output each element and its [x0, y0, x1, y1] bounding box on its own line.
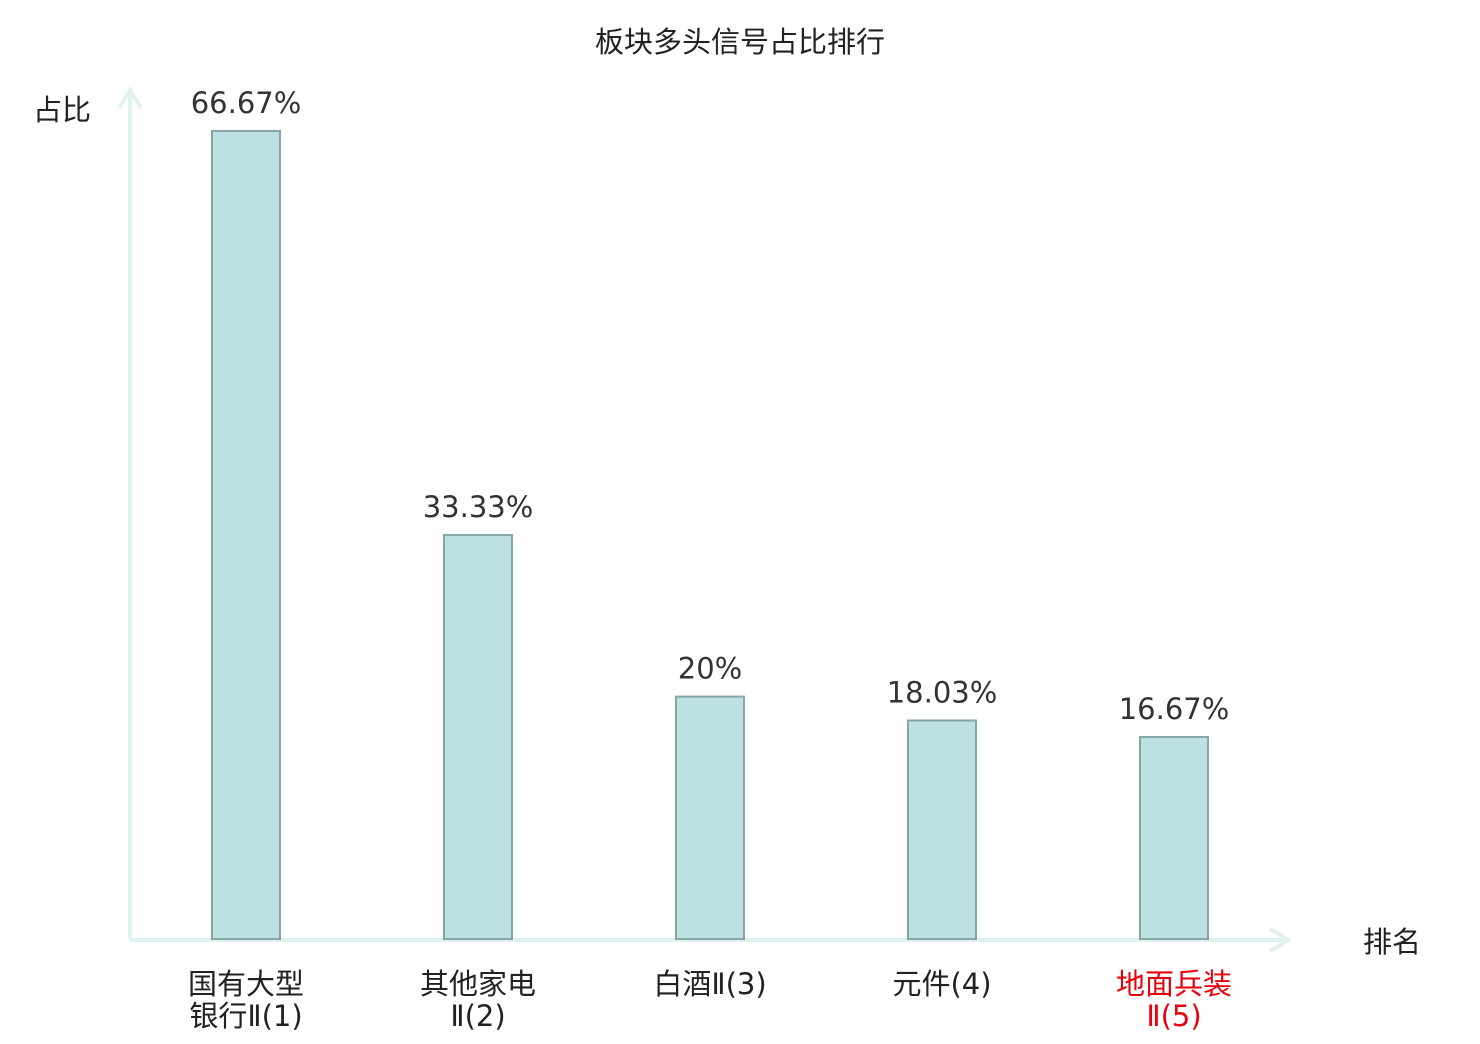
bar-1 [211, 130, 281, 940]
value-label-3: 20% [678, 652, 742, 686]
chart-title: 板块多头信号占比排行 [595, 25, 885, 59]
value-label-4: 18.03% [887, 675, 998, 709]
value-label-1: 66.67% [191, 86, 302, 120]
x-axis-label: 排名 [1363, 925, 1421, 959]
bar-2 [443, 534, 513, 940]
category-label-2-line-1: 其他家电 [420, 967, 536, 1001]
bars-group [211, 130, 1209, 941]
y-axis-label: 占比 [33, 93, 91, 127]
bar-3 [675, 695, 745, 940]
value-labels-group: 66.67% 33.33% 20% 18.03% 16.67% [191, 86, 1230, 726]
bar-5 [1139, 735, 1209, 941]
category-label-4-line-1: 元件(4) [892, 967, 991, 1001]
value-label-5: 16.67% [1119, 692, 1230, 726]
y-axis-arrow [117, 86, 143, 110]
bar-4 [907, 719, 977, 940]
category-label-3-line-1: 白酒Ⅱ(3) [653, 967, 766, 1001]
x-axis-arrow [1268, 927, 1292, 953]
category-label-1-line-1: 国有大型 [188, 967, 304, 1001]
category-label-5-line-2: Ⅱ(5) [1146, 999, 1201, 1033]
category-label-2-line-2: Ⅱ(2) [450, 999, 505, 1033]
value-label-2: 33.33% [423, 490, 534, 524]
category-label-1-line-2: 银行Ⅱ(1) [189, 999, 302, 1033]
axes [117, 86, 1292, 953]
category-label-5-line-1: 地面兵装 [1116, 967, 1232, 1001]
